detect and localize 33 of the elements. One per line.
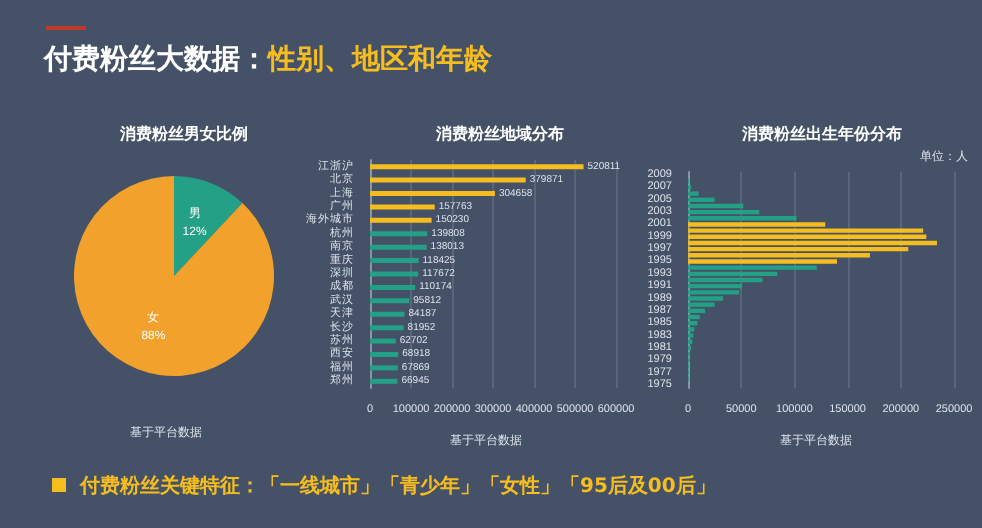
text: 付费粉丝大数据： [44, 44, 268, 76]
bar [688, 333, 694, 338]
bar [370, 338, 396, 344]
bar [370, 311, 405, 317]
bar [688, 327, 695, 332]
bar [688, 216, 797, 221]
bar [370, 177, 526, 183]
bar [688, 321, 698, 326]
bar [370, 378, 398, 384]
text: 付费粉丝关键特征：「一线城市」「青少年」「女性」「95后及00后」 [80, 472, 716, 500]
bar [370, 298, 410, 304]
bar [370, 164, 584, 170]
chart-title: 消费粉丝地域分布 [434, 125, 564, 143]
bar [688, 314, 700, 320]
bar [688, 265, 817, 270]
bar [370, 204, 435, 210]
bar [370, 284, 416, 290]
bar [370, 325, 404, 331]
bar [370, 244, 427, 250]
chart-title: 消费粉丝男女比例 [118, 125, 248, 143]
chart-title: 消费粉丝出生年份分布 [740, 125, 902, 143]
bar [370, 217, 432, 223]
bar [370, 258, 419, 264]
text: 性别、地区和年龄 [268, 44, 492, 76]
bar [370, 271, 419, 277]
bar [688, 302, 715, 307]
bar [688, 290, 740, 295]
bar [370, 351, 399, 357]
bar [688, 240, 937, 246]
bar [370, 365, 398, 371]
bar [370, 231, 428, 237]
bar [370, 191, 495, 197]
bar [688, 228, 924, 233]
